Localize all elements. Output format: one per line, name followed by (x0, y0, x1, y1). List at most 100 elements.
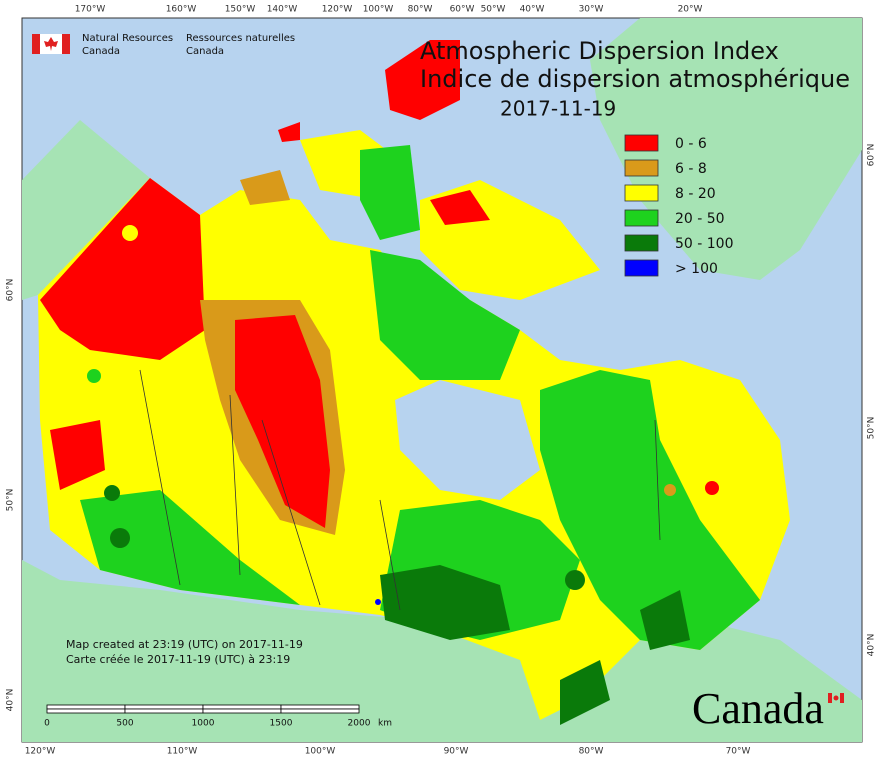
scale-segment (46, 708, 126, 714)
flag-bar (62, 34, 70, 54)
top-longitude-label: 20°W (678, 5, 703, 15)
hotspot (87, 369, 101, 383)
scale-segment (280, 708, 360, 714)
arctic-orange (240, 170, 290, 205)
zone-red-northwest (40, 178, 205, 360)
bottom-longitude-label: 110°W (167, 747, 198, 757)
top-longitude-label: 100°W (363, 5, 394, 15)
zone-green-north (370, 250, 520, 380)
scale-segment (202, 704, 282, 710)
bottom-longitude-label: 70°W (726, 747, 751, 757)
scale-segment (124, 708, 204, 714)
scale-segment (46, 704, 126, 710)
united-states (22, 560, 862, 742)
wordmark-flag (840, 693, 844, 703)
scale-segment (124, 704, 204, 710)
top-longitude-label: 80°W (408, 5, 433, 15)
top-longitude-label: 140°W (267, 5, 298, 15)
scale-segment (202, 708, 282, 714)
map-frame (21, 17, 863, 743)
hotspot (375, 599, 381, 605)
note-en: Map created at 23:19 (UTC) on 2017-11-19 (66, 638, 303, 651)
legend-swatch (624, 209, 659, 227)
hotspot (664, 484, 676, 496)
note-fr: Carte créée le 2017-11-19 (UTC) à 23:19 (66, 653, 290, 666)
legend-label: 0 - 6 (675, 136, 707, 152)
hudson-bay (395, 380, 540, 500)
scale-segment (280, 704, 360, 710)
top-longitude-label: 40°W (520, 5, 545, 15)
legend-swatch (624, 259, 659, 277)
zone-darkgreen-lakes (560, 660, 610, 725)
legend-label: > 100 (675, 261, 718, 277)
legend-label: 20 - 50 (675, 211, 725, 227)
alaska (22, 120, 150, 300)
legend-label: 50 - 100 (675, 236, 734, 252)
legend-swatch (624, 159, 659, 177)
graticule-labels: 170°W 160°W 150°W 140°W 120°W 100°W 80°W 60°W 50… (6, 5, 877, 757)
left-latitude-label: 40°N (6, 689, 16, 712)
scale-label: 1500 (270, 719, 293, 729)
scale-label: 500 (116, 719, 133, 729)
title-fr: Indice de dispersion atmosphérique (420, 65, 850, 93)
org-name-en: Canada (82, 46, 120, 57)
left-latitude-label: 60°N (6, 279, 16, 302)
baffin-red (430, 190, 490, 225)
legend: 0 - 6 6 - 8 8 - 20 20 - 50 50 - 100 > 100 (624, 134, 734, 277)
zone-red-central (235, 315, 330, 528)
arctic-red-small (278, 122, 300, 142)
legend-swatch (624, 184, 659, 202)
hotspot (565, 570, 585, 590)
boundaries (139, 369, 661, 611)
flag-bar (32, 34, 40, 54)
ellesmere-red (385, 40, 460, 120)
bottom-longitude-label: 90°W (444, 747, 469, 757)
bottom-longitude-label: 80°W (579, 747, 604, 757)
signature: Natural Resources Canada Ressources natu… (32, 33, 295, 57)
top-longitude-label: 60°W (450, 5, 475, 15)
org-name-fr: Ressources naturelles (186, 33, 295, 44)
scale-label: 1000 (192, 719, 215, 729)
scale-label: 2000 (348, 719, 371, 729)
scale-bar: 0 500 1000 1500 2000 km (44, 704, 392, 729)
title-en: Atmospheric Dispersion Index (420, 37, 779, 65)
right-latitude-label: 50°N (867, 417, 877, 440)
hotspot (104, 485, 120, 501)
bottom-longitude-label: 100°W (305, 747, 336, 757)
legend-swatch (624, 234, 659, 252)
hotspot (705, 481, 719, 495)
arctic-island-green (360, 145, 420, 240)
legend-label: 8 - 20 (675, 186, 716, 202)
zone-green-east (540, 370, 760, 650)
org-name-en: Natural Resources (82, 33, 173, 44)
wordmark: Canada (692, 684, 844, 733)
top-longitude-label: 170°W (75, 5, 106, 15)
flag-leaf (44, 37, 58, 51)
wordmark-flag (833, 695, 839, 701)
left-latitude-label: 50°N (6, 489, 16, 512)
top-longitude-label: 50°W (481, 5, 506, 15)
top-longitude-label: 160°W (166, 5, 197, 15)
top-longitude-label: 120°W (322, 5, 353, 15)
zone-darkgreen-ontario (380, 565, 510, 640)
legend-label: 6 - 8 (675, 161, 707, 177)
bottom-longitude-label: 120°W (25, 747, 56, 757)
wordmark-text: Canada (692, 684, 824, 733)
scale-label: 0 (44, 719, 50, 729)
zone-red-west (50, 420, 105, 490)
wordmark-flag (828, 693, 832, 703)
zone-darkgreen-maritimes (640, 590, 690, 650)
scale-unit: km (378, 719, 392, 729)
top-longitude-label: 30°W (579, 5, 604, 15)
top-longitude-label: 150°W (225, 5, 256, 15)
legend-swatch (624, 134, 659, 152)
right-latitude-label: 60°N (867, 144, 877, 167)
hotspot (110, 528, 130, 548)
zone-green-prairies (80, 490, 300, 605)
title-date: 2017-11-19 (500, 97, 616, 121)
right-latitude-label: 40°N (867, 634, 877, 657)
hotspot (122, 225, 138, 241)
